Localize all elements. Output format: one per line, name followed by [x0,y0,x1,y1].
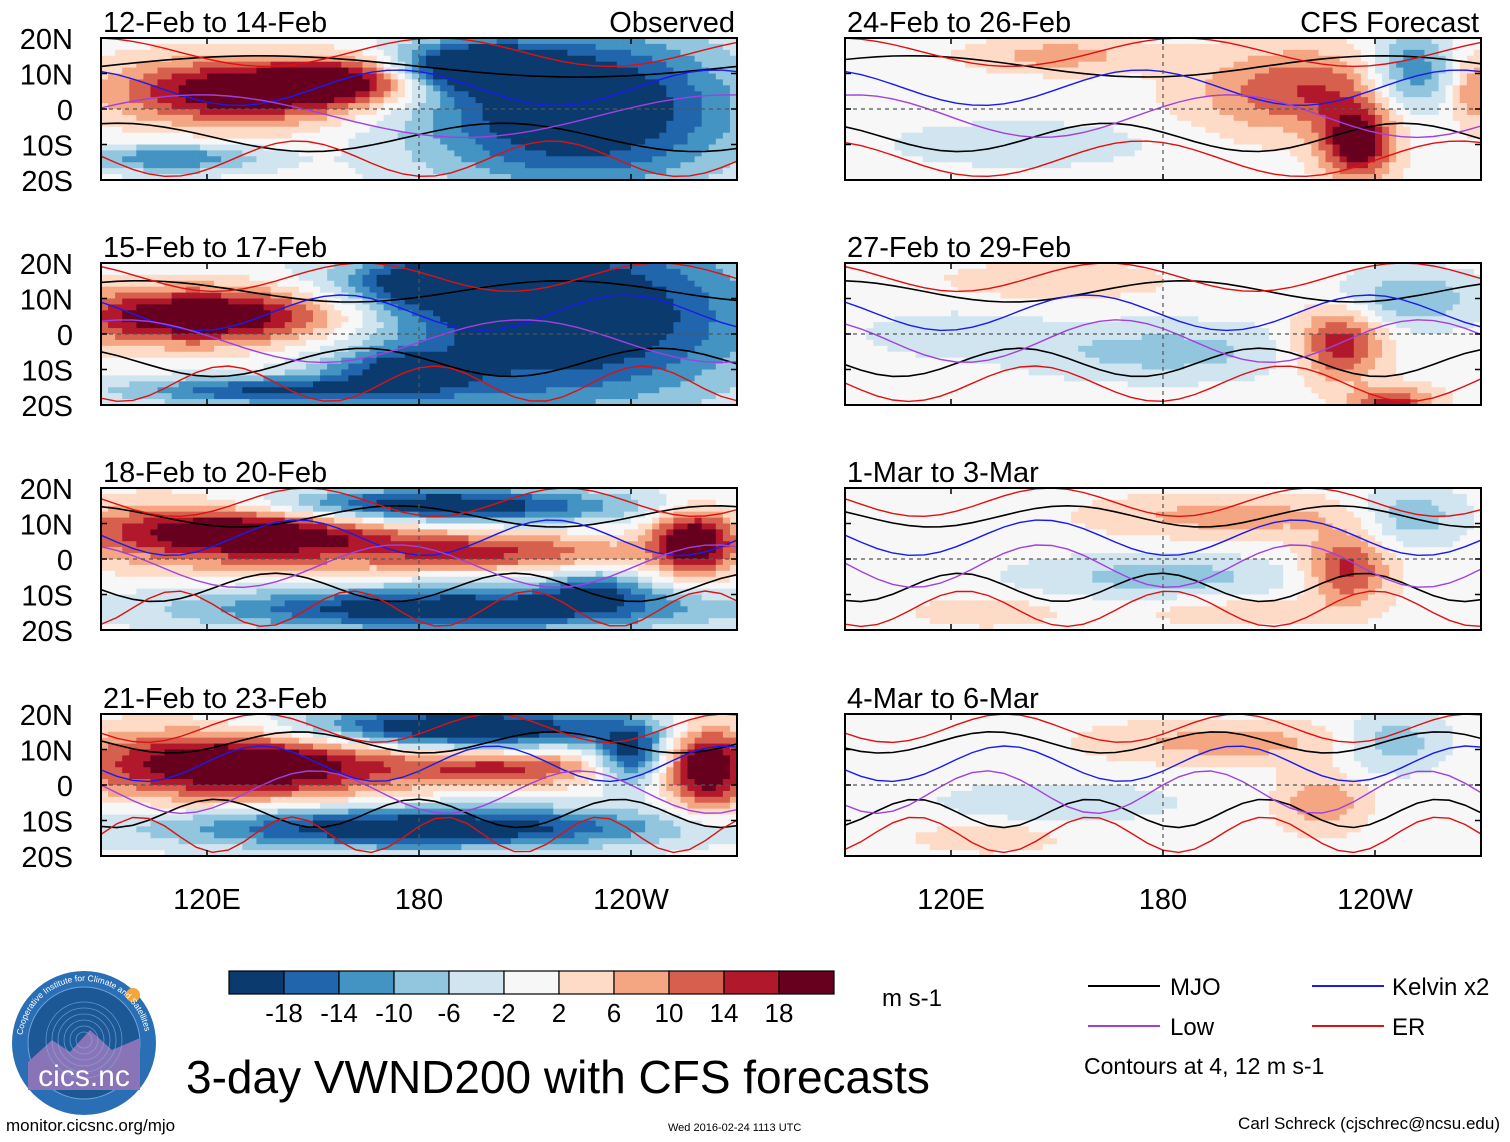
colorbar-swatch [338,970,395,995]
panel-observed-1: 12-Feb to 14-Feb Observed [100,7,738,181]
lat-tick-label: 20N [20,24,73,56]
lat-tick-label: 20N [20,474,73,506]
colorbar-swatch [393,970,450,995]
footer-timestamp: Wed 2016-02-24 1113 UTC [668,1122,802,1134]
colorbar-swatch [228,970,285,995]
panel-title: 1-Mar to 3-Mar [847,457,1039,489]
colorbar-swatch [448,970,505,995]
lat-tick-label: 0 [57,545,73,577]
colorbar-tick-label: -6 [437,998,460,1028]
colorbar-swatch [723,970,780,995]
lon-tick-label: 120W [593,884,669,916]
footer-url: monitor.cicsnc.org/mjo [6,1116,176,1135]
lat-tick-label: 10N [20,736,73,768]
wind-field [101,263,737,405]
colorbar-units: m s-1 [882,985,942,1012]
column-label: Observed [609,7,735,39]
column-label: CFS Forecast [1300,7,1479,39]
wind-field [845,714,1481,856]
lat-tick-label: 10S [21,356,73,388]
lat-tick-label: 0 [57,95,73,127]
axis-labels: 20N10N010S20S20N10N010S20S20N10N010S20S2… [20,24,1414,916]
lat-tick-label: 20S [21,616,73,648]
colorbar-tick-label: -2 [492,998,515,1028]
colorbar-swatch [668,970,725,995]
wind-field [101,488,737,630]
lat-tick-label: 10S [21,807,73,839]
colorbar-tick-label: 18 [765,998,794,1028]
colorbar-tick-label: -10 [375,998,413,1028]
colorbar-swatch [613,970,670,995]
footer-author: Carl Schreck (cjschrec@ncsu.edu) [1238,1114,1500,1133]
legend-label: ER [1392,1014,1425,1041]
panel-observed-2: 15-Feb to 17-Feb [100,232,738,406]
panel-title: 21-Feb to 23-Feb [103,683,327,715]
lat-tick-label: 10N [20,285,73,317]
contour-legend: MJO Kelvin x2 Low ER Contours at 4, 12 m s-1 [1084,974,1489,1079]
wind-field [845,38,1481,180]
lon-tick-label: 120E [917,884,985,916]
panel-observed-4: 21-Feb to 23-Feb [100,683,738,857]
lat-tick-label: 0 [57,320,73,352]
wind-field [101,38,737,180]
lat-tick-label: 20S [21,391,73,423]
legend-label: Kelvin x2 [1392,974,1489,1001]
wind-field [845,263,1481,405]
panel-observed-3: 18-Feb to 20-Feb [100,457,738,631]
colorbar: -18 -14 -10 -6 -2 2 6 10 14 18 [228,970,835,1028]
lat-tick-label: 10S [21,131,73,163]
panel-forecast-3: 1-Mar to 3-Mar [844,457,1482,631]
colorbar-swatch [778,970,835,995]
lon-tick-label: 120W [1337,884,1413,916]
panel-forecast-4: 4-Mar to 6-Mar [844,683,1482,857]
legend-label: MJO [1170,974,1221,1001]
colorbar-tick-label: 2 [552,998,566,1028]
colorbar-tick-label: 6 [607,998,621,1028]
panel-title: 24-Feb to 26-Feb [847,7,1071,39]
colorbar-swatch [503,970,560,995]
contour-note: Contours at 4, 12 m s-1 [1084,1053,1324,1079]
wind-field [845,488,1481,630]
panel-title: 27-Feb to 29-Feb [847,232,1071,264]
panel-forecast-1: 24-Feb to 26-Feb CFS Forecast [844,7,1482,181]
lat-tick-label: 20S [21,166,73,198]
panel-grid: 12-Feb to 14-Feb Observed 15-Feb to 17-Feb… [100,7,1482,857]
logo-text: cics.nc [38,1060,130,1093]
lat-tick-label: 0 [57,771,73,803]
colorbar-swatch [558,970,615,995]
lat-tick-label: 10N [20,510,73,542]
colorbar-tick-label: -18 [265,998,303,1028]
lat-tick-label: 20N [20,700,73,732]
colorbar-tick-label: 14 [710,998,739,1028]
units-label: m s-1 [882,985,942,1012]
colorbar-tick-label: 10 [655,998,684,1028]
lat-tick-label: 10N [20,60,73,92]
lon-tick-label: 180 [1139,884,1187,916]
panel-forecast-2: 27-Feb to 29-Feb [844,232,1482,406]
panel-title: 4-Mar to 6-Mar [847,683,1039,715]
panel-title: 18-Feb to 20-Feb [103,457,327,489]
colorbar-tick-label: -14 [320,998,358,1028]
wind-field [101,714,737,856]
panel-title: 15-Feb to 17-Feb [103,232,327,264]
legend-label: Low [1170,1014,1215,1041]
lat-tick-label: 20S [21,842,73,874]
lon-tick-label: 120E [173,884,241,916]
lat-tick-label: 20N [20,249,73,281]
panel-title: 12-Feb to 14-Feb [103,7,327,39]
lon-tick-label: 180 [395,884,443,916]
lat-tick-label: 10S [21,581,73,613]
colorbar-swatch [283,970,340,995]
figure-title: 3-day VWND200 with CFS forecasts [186,1051,930,1103]
logo-sun [126,988,140,1002]
